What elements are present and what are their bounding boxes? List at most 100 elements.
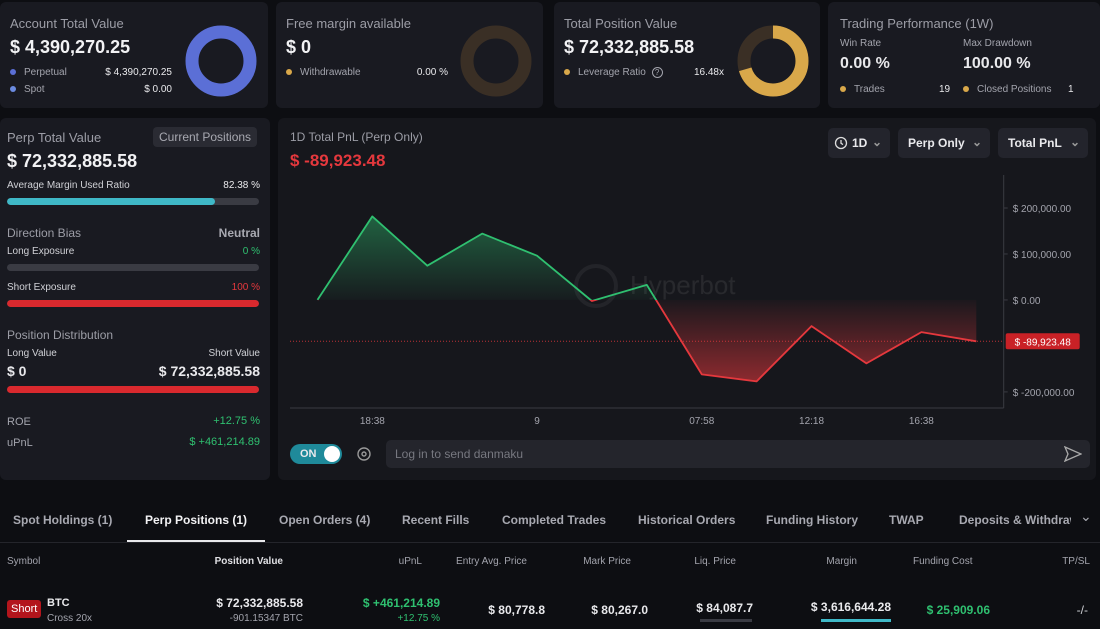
chart-value: $ -89,923.48: [290, 151, 386, 170]
clock-icon: [834, 136, 848, 150]
column-header[interactable]: uPnL: [398, 556, 422, 567]
column-header[interactable]: Mark Price: [583, 556, 631, 567]
tab[interactable]: Funding History: [766, 513, 858, 527]
placeholder: Log in to send danmaku: [395, 447, 524, 461]
column-header[interactable]: Funding Cost: [913, 556, 973, 567]
stat-value: 100.00 %: [963, 55, 1031, 72]
tab[interactable]: Completed Trades: [502, 513, 607, 527]
liq-gauge: [700, 619, 752, 622]
watermark-logo: [574, 264, 618, 308]
bar: [7, 300, 259, 307]
donut: [185, 25, 257, 97]
entry-price: $ 80,778.8: [488, 603, 545, 617]
donut: [737, 25, 809, 97]
panel-value: $ 72,332,885.58: [7, 151, 138, 171]
card-value: $ 72,332,885.58: [564, 37, 695, 57]
label: Withdrawable: [300, 67, 361, 78]
tab-more[interactable]: ⌄: [1080, 508, 1092, 524]
stat-label: Win Rate: [840, 38, 882, 49]
column-header[interactable]: Symbol: [7, 556, 41, 567]
tab[interactable]: TWAP: [889, 513, 924, 527]
bar-track: [7, 198, 259, 205]
tab[interactable]: Open Orders (4): [279, 513, 371, 527]
current-positions-button[interactable]: Current Positions: [153, 127, 258, 147]
metric-label: Direction Bias: [7, 226, 82, 240]
metric-value: 82.38 %: [223, 180, 260, 191]
y-tick-label: $ -200,000.00: [1013, 388, 1075, 399]
timeframe-select[interactable]: 1D ⌄: [828, 128, 890, 158]
distribution-bar: [7, 386, 259, 393]
long-label: Long Value: [7, 348, 57, 359]
short-value: $ 72,332,885.58: [158, 363, 260, 379]
card-title: Total Position Value: [564, 16, 678, 31]
funding-cost: $ 25,909.06: [926, 603, 990, 617]
last-value-label: $ -89,923.48: [1015, 337, 1072, 348]
pnl-area: [317, 216, 977, 382]
active-tab-underline: [127, 540, 265, 542]
symbol: BTC: [47, 597, 70, 609]
metric-value: Neutral: [218, 226, 260, 240]
mark-price: $ 80,267.0: [591, 603, 648, 617]
column-header[interactable]: Position Value: [214, 556, 283, 567]
y-tick-label: $ 200,000.00: [1013, 204, 1072, 215]
column-header[interactable]: Liq. Price: [694, 556, 736, 567]
perp-panel: Perp Total Value Current Positions $ 72,…: [0, 118, 270, 480]
row-value: 16.48x: [693, 67, 724, 78]
settings-icon[interactable]: [356, 446, 372, 462]
bar-track: [7, 300, 259, 307]
donut: [460, 25, 532, 97]
long-value: $ 0: [7, 363, 27, 379]
metric-label: Long Exposure: [7, 246, 75, 257]
column-header[interactable]: TP/SL: [1062, 556, 1090, 567]
x-tick-label: 18:38: [360, 416, 385, 427]
tab[interactable]: Recent Fills: [402, 513, 470, 527]
chart-title: 1D Total PnL (Perp Only): [290, 130, 423, 144]
scope-select[interactable]: Perp Only ⌄: [898, 128, 990, 158]
danmaku-input[interactable]: Log in to send danmaku: [386, 440, 1090, 468]
y-tick-label: $ 0.00: [1013, 296, 1041, 307]
row-value: 1: [1068, 84, 1074, 95]
margin-mode: Cross 20x: [47, 613, 93, 624]
metric-select[interactable]: Total PnL ⌄: [998, 128, 1088, 158]
tab[interactable]: Historical Orders: [638, 513, 736, 527]
free-margin-card: Free margin available $ 0 Withdrawable 0…: [276, 2, 543, 108]
account-card: Account Total Value $ 4,390,270.25 Perpe…: [0, 2, 268, 108]
tpsl: -/-: [1076, 603, 1088, 617]
y-tick-label: $ 100,000.00: [1013, 250, 1072, 261]
performance-card: Trading Performance (1W) Win Rate 0.00 %…: [828, 2, 1100, 108]
row-label: Trades: [840, 84, 885, 95]
last-value-badge: [1005, 333, 1080, 350]
send-icon: [1064, 446, 1082, 462]
card-title: Trading Performance (1W): [840, 16, 994, 31]
label: Spot: [24, 84, 45, 95]
row-value: 0.00 %: [416, 67, 448, 78]
label: Trades: [854, 84, 885, 95]
label: Leverage Ratio: [578, 67, 646, 78]
metric-value: 0 %: [242, 246, 260, 257]
row-label: Withdrawable: [286, 67, 361, 78]
panel-title: Perp Total Value: [7, 130, 102, 145]
roe-value: +12.75 %: [213, 415, 260, 427]
pnl-chart: Hyperbot $ -200,000.00$ 0.00$ 100,000.00…: [290, 175, 1080, 427]
row-label: Closed Positions: [963, 84, 1051, 95]
roe-label: ROE: [7, 416, 31, 428]
tab[interactable]: Perp Positions (1): [145, 513, 248, 527]
bar: [7, 198, 215, 205]
column-header[interactable]: Entry Avg. Price: [456, 556, 527, 567]
upnl: $ +461,214.89: [362, 596, 440, 610]
tab[interactable]: Deposits & Withdraw: [959, 513, 1071, 527]
chart-panel: 1D Total PnL (Perp Only) $ -89,923.48 1D…: [278, 118, 1096, 480]
row-value: $ 4,390,270.25: [105, 67, 172, 78]
tab[interactable]: Spot Holdings (1): [13, 513, 113, 527]
danmaku-toggle[interactable]: ON: [290, 444, 342, 464]
column-header[interactable]: Margin: [826, 556, 857, 567]
liq-price: $ 84,087.7: [696, 601, 753, 615]
position-value: $ 72,332,885.58: [216, 596, 303, 610]
row-value: 19: [939, 84, 951, 95]
stat-value: 0.00 %: [840, 55, 890, 72]
margin-gauge: [821, 619, 891, 622]
divider: [0, 542, 1100, 543]
bar-track: [7, 264, 259, 271]
row-label: Leverage Ratio ?: [564, 67, 663, 78]
